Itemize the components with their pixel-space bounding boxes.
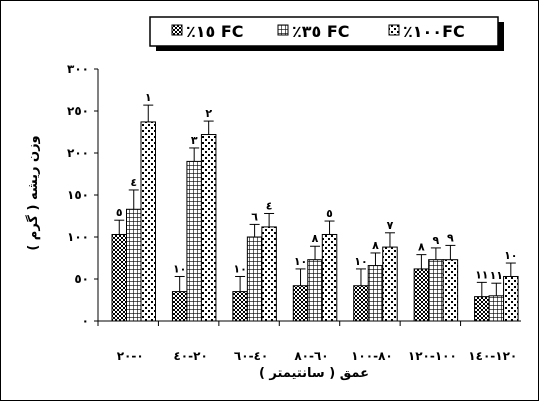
y-tick-label: ١٥٠ xyxy=(67,188,89,202)
legend-swatch xyxy=(171,24,183,36)
data-label: ٢ xyxy=(205,107,212,120)
bar xyxy=(321,233,338,322)
data-label: ١٠ xyxy=(354,255,367,268)
legend: ٪١٥ FC ٪٣٥ FC ٪١٠٠FC xyxy=(149,16,504,51)
bar xyxy=(261,226,277,322)
data-label: ١١ xyxy=(490,269,503,282)
legend-label: ٪٣٥ FC xyxy=(292,22,350,41)
bar xyxy=(292,285,309,322)
bar xyxy=(442,259,459,322)
data-label: ١٠ xyxy=(233,262,246,275)
y-tick-label: ٣٠٠ xyxy=(67,62,89,76)
data-label: ١١ xyxy=(475,268,488,281)
data-label: ١ xyxy=(145,91,152,104)
y-tick-label: ٢٠٠ xyxy=(67,146,89,160)
bar xyxy=(474,296,490,322)
bar xyxy=(111,233,127,322)
x-tick-label: ٤٠-٦٠ xyxy=(234,349,268,363)
data-label: ٨ xyxy=(372,239,379,252)
bar xyxy=(200,134,217,322)
y-axis-title: وزن ریشه ( گرم ) xyxy=(25,135,41,250)
data-label: ١٠ xyxy=(504,249,517,262)
data-label: ٣ xyxy=(191,134,198,147)
data-label: ٨ xyxy=(418,241,425,254)
bar xyxy=(307,259,323,322)
data-label: ١٠ xyxy=(294,255,307,268)
bar xyxy=(140,121,156,322)
data-label: ٩ xyxy=(433,234,440,247)
bar xyxy=(186,160,202,322)
x-axis-title: عمق ( سانتیمتر ) xyxy=(259,366,369,381)
data-label: ٥ xyxy=(116,206,123,219)
axes: ٠ ٥٠ ١٠٠ ١٥٠ ٢٠٠ ٢٥٠ ٣٠٠ ٠-٢٠ ٢٠-٤٠ ٤٠-٦٠ ٦٠-٨٠ ٨٠-… xyxy=(67,62,521,363)
legend-swatch xyxy=(277,24,289,36)
bar xyxy=(171,291,188,322)
x-tick-label: ١٠٠-١٢٠ xyxy=(408,349,457,363)
y-tick-label: ٢٥٠ xyxy=(67,104,89,118)
x-tick-label: ١٢٠-١٤٠ xyxy=(468,349,517,363)
data-label: ٤ xyxy=(130,176,137,189)
data-label: ٨ xyxy=(312,232,319,245)
x-tick-label: ٦٠-٨٠ xyxy=(294,349,328,363)
legend-label: ٪١٥ FC xyxy=(186,22,244,41)
bar xyxy=(126,208,142,322)
bar xyxy=(353,285,369,322)
y-tick-label: ٥٠ xyxy=(74,272,89,286)
bar xyxy=(246,236,263,322)
data-label: ٥ xyxy=(326,207,333,220)
bar xyxy=(428,259,444,322)
bar xyxy=(503,275,519,322)
bar xyxy=(382,246,398,322)
legend-label: ٪١٠٠FC xyxy=(403,22,465,41)
data-label: ١٠ xyxy=(173,262,186,275)
data-label: ٦ xyxy=(251,210,258,223)
legend-swatch xyxy=(388,24,400,36)
x-tick-label: ٠-٢٠ xyxy=(117,349,144,363)
data-label: ٧ xyxy=(387,219,394,232)
bar xyxy=(488,295,505,322)
x-tick-label: ٨٠-١٠٠ xyxy=(351,349,393,363)
y-tick-label: ٠ xyxy=(82,314,89,328)
bar xyxy=(232,291,248,322)
y-tick-label: ١٠٠ xyxy=(67,230,89,244)
bar xyxy=(367,265,384,322)
bar xyxy=(413,268,430,322)
data-label: ٤ xyxy=(266,199,273,212)
x-tick-label: ٢٠-٤٠ xyxy=(173,349,207,363)
data-label: ٩ xyxy=(447,231,454,244)
